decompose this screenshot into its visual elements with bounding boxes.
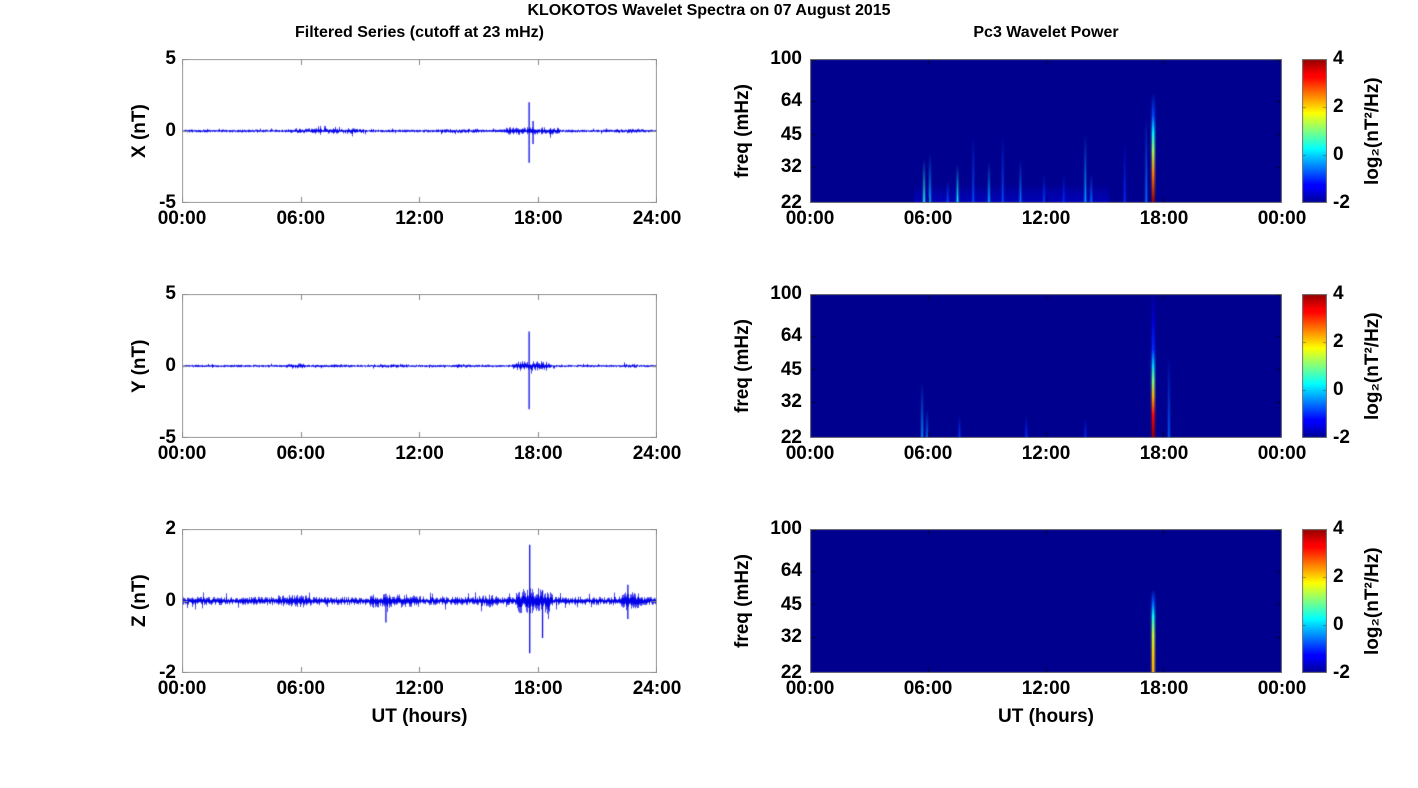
x-tick-label: 12:00: [1021, 208, 1071, 229]
spectrogram-x: [810, 59, 1282, 203]
x-tick-label: 00:00: [157, 678, 207, 699]
colorbar-tick-label: 0: [1333, 144, 1344, 165]
y-tick-label: 2: [165, 518, 176, 539]
colorbar-tick-label: 2: [1333, 331, 1344, 352]
freq-tick-label: 45: [780, 358, 802, 380]
time-series-plot-z: [182, 529, 657, 673]
x-tick-label: 24:00: [632, 678, 682, 699]
x-tick-label: 06:00: [903, 678, 953, 699]
x-tick-label: 24:00: [632, 208, 682, 229]
x-tick-label: 12:00: [1021, 443, 1071, 464]
x-tick-label: 00:00: [1257, 443, 1307, 464]
x-tick-label: 12:00: [1021, 678, 1071, 699]
freq-tick-label: 100: [770, 283, 802, 304]
filtered-series-title: Filtered Series (cutoff at 23 mHz): [295, 24, 544, 41]
freq-tick-label: 22: [780, 427, 802, 448]
freq-tick-label: 64: [780, 325, 802, 347]
freq-tick-label: 32: [780, 626, 802, 648]
colorbar-tick-label: 2: [1333, 566, 1344, 587]
colorbar-tick-label: 4: [1333, 283, 1344, 304]
colorbar-tick-label: -2: [1333, 192, 1350, 213]
x-tick-label: 12:00: [395, 678, 444, 699]
freq-tick-label: 100: [770, 518, 802, 539]
time-series-plot-y: [182, 294, 657, 438]
colorbar-tick-label: -2: [1333, 427, 1350, 448]
y-tick-label: 0: [165, 120, 176, 141]
freq-axis-label: freq (mHz): [732, 319, 753, 413]
freq-tick-label: 100: [770, 48, 802, 69]
x-tick-label: 06:00: [903, 208, 953, 229]
x-tick-label: 00:00: [1257, 678, 1307, 699]
x-tick-label: 00:00: [157, 208, 207, 229]
x-tick-label: 18:00: [1139, 443, 1189, 464]
x-tick-label: 18:00: [1139, 208, 1189, 229]
x-tick-label: 12:00: [395, 208, 444, 229]
y-tick-label: -5: [159, 192, 176, 213]
freq-tick-label: 45: [780, 593, 802, 615]
freq-tick-label: 64: [780, 90, 802, 112]
freq-tick-label: 64: [780, 560, 802, 582]
freq-tick-label: 22: [780, 192, 802, 213]
x-tick-label: 06:00: [276, 443, 326, 464]
y-tick-label: -2: [159, 662, 176, 683]
y-tick-label: 5: [165, 283, 176, 304]
colorbar-label: log₂(nT²/Hz): [1362, 77, 1383, 185]
wavelet-power-title: Pc3 Wavelet Power: [973, 24, 1119, 41]
freq-axis-label: freq (mHz): [732, 84, 753, 178]
x-tick-label: 12:00: [395, 443, 444, 464]
colorbar-tick-label: 0: [1333, 614, 1344, 635]
x-tick-label: 24:00: [632, 443, 682, 464]
x-tick-label: 18:00: [1139, 678, 1189, 699]
freq-tick-label: 32: [780, 156, 802, 178]
x-tick-label: 00:00: [785, 443, 835, 464]
x-tick-label: 00:00: [1257, 208, 1307, 229]
x-tick-label: 06:00: [276, 678, 326, 699]
y-axis-label-z: Z (nT): [129, 574, 150, 628]
y-tick-label: 5: [165, 48, 176, 69]
freq-tick-label: 22: [780, 662, 802, 683]
y-tick-label: 0: [165, 590, 176, 611]
colorbar-tick-label: 4: [1333, 518, 1344, 539]
right-x-axis-label: UT (hours): [997, 706, 1095, 727]
x-tick-label: 18:00: [513, 208, 563, 229]
x-tick-label: 18:00: [513, 678, 563, 699]
x-tick-label: 00:00: [785, 208, 835, 229]
x-tick-label: 00:00: [157, 443, 207, 464]
time-series-plot-x: [182, 59, 657, 203]
y-tick-label: 0: [165, 355, 176, 376]
colorbar-y: [1302, 294, 1327, 438]
x-tick-label: 06:00: [903, 443, 953, 464]
y-tick-label: -5: [159, 427, 176, 448]
x-tick-label: 06:00: [276, 208, 326, 229]
colorbar-tick-label: 2: [1333, 96, 1344, 117]
freq-tick-label: 32: [780, 391, 802, 413]
x-tick-label: 18:00: [513, 443, 563, 464]
y-axis-label-x: X (nT): [129, 104, 150, 158]
colorbar-tick-label: 0: [1333, 379, 1344, 400]
colorbar-tick-label: 4: [1333, 48, 1344, 69]
y-axis-label-y: Y (nT): [129, 339, 150, 393]
colorbar-tick-label: -2: [1333, 662, 1350, 683]
left-x-axis-label: UT (hours): [371, 706, 468, 727]
colorbar-label: log₂(nT²/Hz): [1362, 312, 1383, 420]
spectrogram-z: [810, 529, 1282, 673]
freq-tick-label: 45: [780, 123, 802, 145]
colorbar-x: [1302, 59, 1327, 203]
freq-axis-label: freq (mHz): [732, 554, 753, 648]
colorbar-label: log₂(nT²/Hz): [1362, 547, 1383, 655]
x-tick-label: 00:00: [785, 678, 835, 699]
spectrogram-y: [810, 294, 1282, 438]
colorbar-z: [1302, 529, 1327, 673]
figure-title: KLOKOTOS Wavelet Spectra on 07 August 20…: [527, 2, 891, 19]
